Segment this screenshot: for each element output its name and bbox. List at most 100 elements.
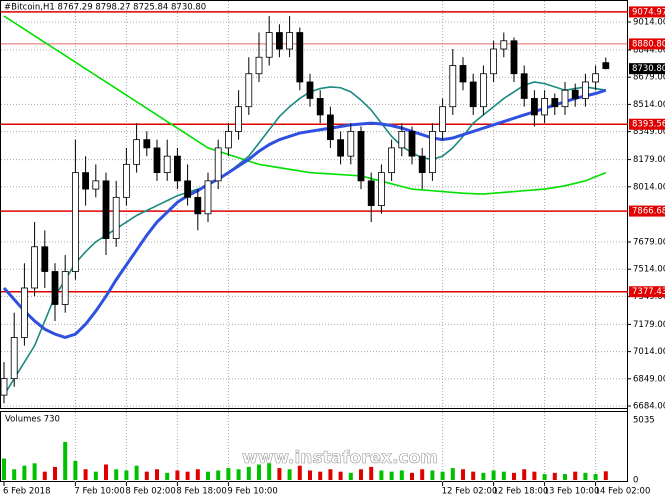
- candle-body: [531, 98, 538, 116]
- candle-body: [20, 287, 28, 338]
- level-label-box: [629, 6, 665, 18]
- volume-pane: [0, 411, 628, 482]
- volume-bar: [348, 472, 353, 480]
- candle-body: [224, 131, 232, 149]
- y-tick-label: 7179.00: [633, 320, 665, 330]
- level-label: 8880.80: [632, 39, 665, 49]
- candle-body: [123, 163, 130, 198]
- x-tick-label: 12 Feb 02:00: [442, 487, 498, 497]
- volume-bar: [603, 471, 608, 480]
- volume-bar: [257, 464, 261, 480]
- candle-body: [31, 246, 39, 289]
- candle-body: [51, 271, 59, 305]
- y-tick-label: 8179.00: [633, 155, 665, 165]
- y-tick-label: 6849.00: [633, 374, 665, 384]
- candle-body: [214, 147, 222, 182]
- candle-body: [602, 62, 610, 70]
- candle-body: [449, 65, 457, 108]
- volume-tick-label: 0: [633, 476, 638, 486]
- volume-bar: [522, 469, 527, 480]
- candle-body: [418, 155, 426, 174]
- candle-body: [592, 73, 599, 83]
- x-tick-label: 12 Feb 18:00: [493, 487, 549, 497]
- volume-bar: [552, 472, 557, 480]
- volume-bar: [104, 464, 108, 480]
- candle-body: [10, 337, 18, 380]
- candle-body: [428, 131, 436, 174]
- volume-bar: [308, 470, 312, 480]
- candle-body: [173, 155, 181, 182]
- candle-body: [102, 180, 110, 239]
- volume-bar: [328, 469, 333, 480]
- candle-body: [153, 147, 161, 174]
- y-tick-label: 8844.00: [633, 45, 665, 55]
- volume-bar: [206, 471, 210, 480]
- candle-body: [82, 172, 89, 190]
- candle-body: [439, 106, 447, 132]
- candle-body: [337, 139, 345, 157]
- volume-bar: [165, 472, 170, 480]
- volume-bar: [359, 469, 363, 480]
- candle-body: [184, 180, 192, 198]
- volume-bar: [83, 469, 88, 480]
- volume-bar: [379, 470, 384, 480]
- candle-body: [0, 378, 8, 396]
- candle-body: [306, 81, 314, 99]
- candle-body: [163, 155, 171, 174]
- level-label-box: [629, 118, 665, 130]
- y-tick-label: 8349.00: [633, 127, 665, 137]
- y-tick-label: 8514.00: [633, 100, 665, 110]
- candle-body: [408, 131, 416, 157]
- candle-body: [357, 131, 365, 182]
- volume-tick-label: 5035: [633, 416, 655, 426]
- y-tick-label: 8014.00: [633, 182, 665, 192]
- volume-bar: [124, 470, 129, 480]
- level-label: 8393.56: [632, 120, 665, 130]
- x-tick-label: 8 Feb 02:00: [125, 487, 175, 497]
- candle-body: [286, 32, 294, 50]
- volume-bar: [399, 470, 404, 480]
- volume-bar: [73, 460, 78, 480]
- volume-bar: [144, 471, 149, 480]
- level-label: 9074.97: [632, 7, 665, 17]
- candle-body: [255, 56, 263, 75]
- candle-body: [388, 147, 396, 174]
- header: #Bitcoin,H1 8767.29 8798.27 8725.84 8730…: [4, 3, 206, 13]
- volume-bar: [185, 471, 190, 480]
- candle-body: [245, 73, 253, 108]
- volume-bar: [175, 470, 180, 480]
- volume-bar: [216, 470, 221, 480]
- candle-body: [41, 246, 49, 272]
- volume-bar: [512, 472, 516, 480]
- volume-bar: [32, 463, 37, 480]
- candle-body: [500, 40, 508, 50]
- volume-bar: [461, 469, 465, 480]
- x-tick-label: 8 Feb 18:00: [176, 487, 226, 497]
- volume-bar: [236, 469, 241, 480]
- y-tick-label: 9014.00: [633, 17, 665, 27]
- watermark: www.instaforex.com: [242, 448, 438, 468]
- level-label-box: [629, 38, 665, 50]
- level-label-box: [629, 205, 665, 217]
- candle-body: [204, 180, 212, 215]
- volume-bar: [471, 471, 476, 480]
- candle-body: [571, 89, 579, 99]
- volume-bar: [501, 471, 506, 480]
- volume-bar: [532, 471, 537, 480]
- candle-body: [367, 180, 375, 206]
- candle-body: [551, 98, 559, 108]
- volume-bar: [246, 466, 251, 480]
- volume-bar: [155, 469, 159, 480]
- moving-average: [2, 88, 607, 340]
- candle-body: [561, 89, 569, 108]
- level-label: 7377.43: [632, 287, 665, 297]
- volume-bar: [287, 469, 292, 480]
- moving-average: [3, 81, 606, 396]
- volume-bar: [114, 469, 119, 480]
- candle-body: [92, 180, 100, 190]
- candle-body: [398, 131, 406, 149]
- volume-bar: [440, 471, 445, 480]
- current-price-box: [629, 63, 665, 75]
- volume-bar: [420, 469, 425, 480]
